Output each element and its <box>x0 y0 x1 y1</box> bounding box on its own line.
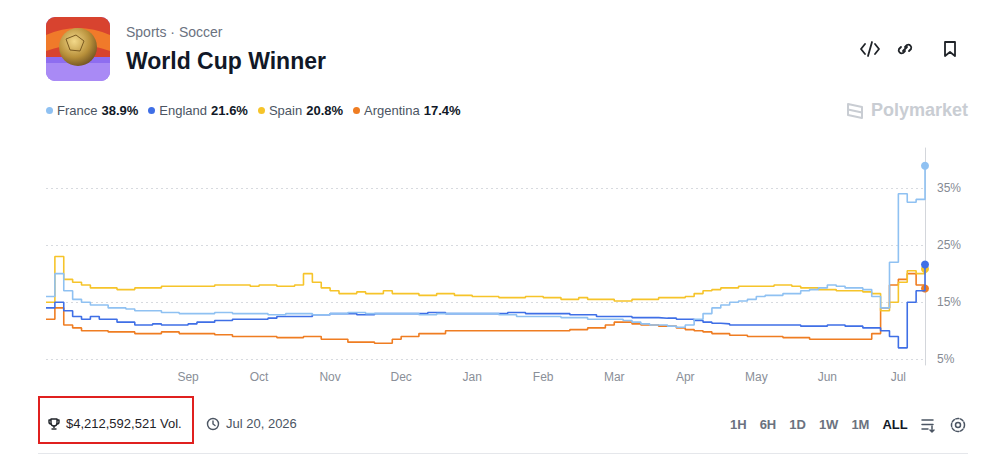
svg-text:May: May <box>745 370 768 384</box>
svg-text:Dec: Dec <box>390 370 411 384</box>
svg-text:35%: 35% <box>937 181 961 195</box>
svg-text:5%: 5% <box>937 352 955 366</box>
svg-text:15%: 15% <box>937 295 961 309</box>
html-text:ALL: ALL <box>882 417 908 432</box>
svg-text:Oct: Oct <box>250 370 269 384</box>
html-text:France 38.9%: France 38.9% <box>57 103 139 118</box>
html-text:World Cup Winner: World Cup Winner <box>126 48 326 74</box>
svg-text:Jan: Jan <box>463 370 482 384</box>
svg-text:Mar: Mar <box>604 370 625 384</box>
svg-text:Nov: Nov <box>319 370 340 384</box>
html-text:1M: 1M <box>851 417 870 432</box>
svg-text:Jul: Jul <box>891 370 906 384</box>
html-text:1D: 1D <box>789 417 806 432</box>
html-text:1W: 1W <box>818 417 839 432</box>
svg-text:Apr: Apr <box>676 370 695 384</box>
html-text:Jul 20, 2026: Jul 20, 2026 <box>226 416 297 431</box>
html-text:Argentina 17.4%: Argentina 17.4% <box>364 103 461 118</box>
svg-text:Jun: Jun <box>818 370 837 384</box>
html-text:6H: 6H <box>759 417 777 432</box>
svg-text:25%: 25% <box>937 238 961 252</box>
html-text:Sports · Soccer: Sports · Soccer <box>126 24 223 40</box>
svg-text:Sep: Sep <box>177 370 199 384</box>
html-text:Spain 20.8%: Spain 20.8% <box>268 103 344 118</box>
html-text:1H: 1H <box>730 417 747 432</box>
html-text:England 21.6%: England 21.6% <box>159 103 248 118</box>
html-text:Polymarket: Polymarket <box>870 100 968 120</box>
html-text:$4,212,592,521 Vol.: $4,212,592,521 Vol. <box>66 416 182 431</box>
svg-text:Feb: Feb <box>533 370 554 384</box>
